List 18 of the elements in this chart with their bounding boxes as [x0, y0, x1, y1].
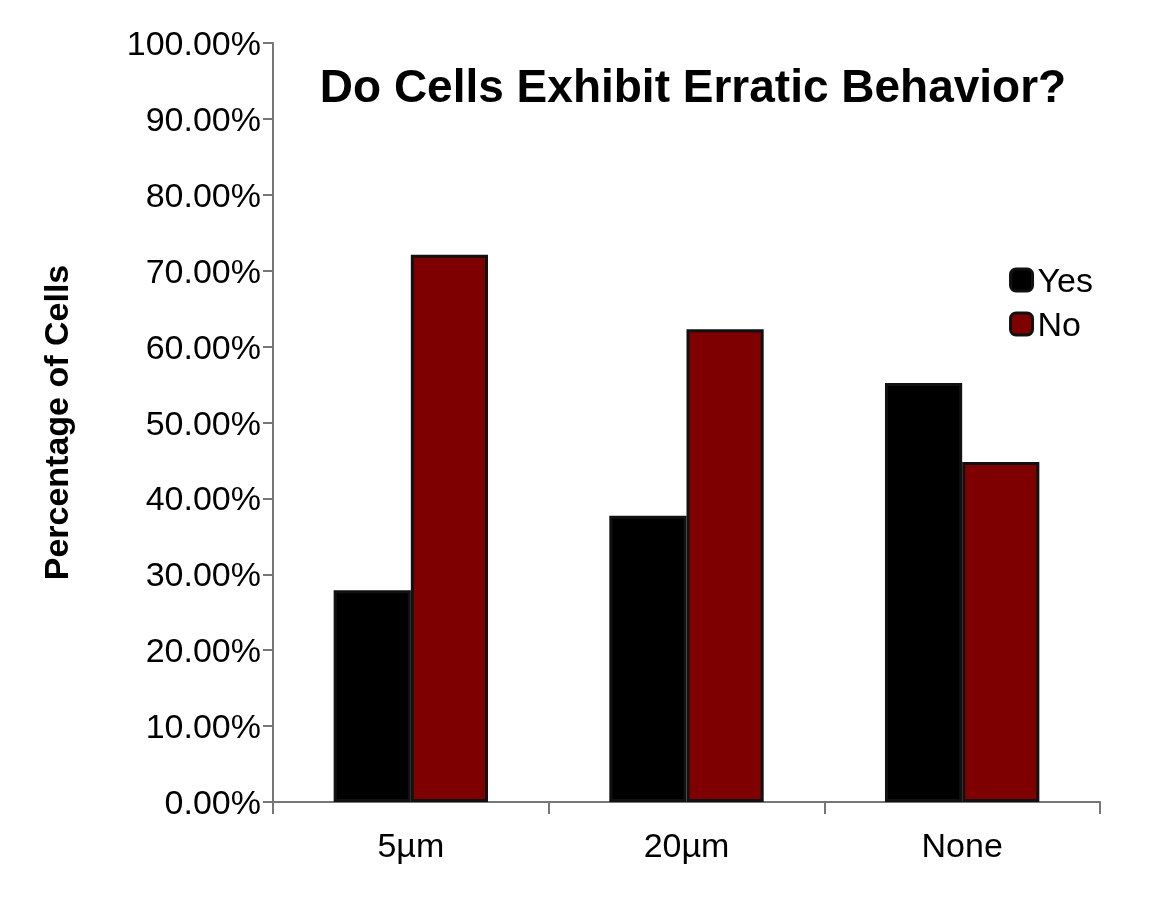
- y-tick-label: 0.00%: [164, 783, 261, 821]
- y-tick-label: 10.00%: [145, 707, 261, 746]
- y-tick-label: 90.00%: [145, 99, 261, 138]
- y-tick-label: 30.00%: [145, 555, 261, 594]
- legend-label: Yes: [1037, 261, 1093, 299]
- y-tick-label: 70.00%: [145, 251, 261, 290]
- y-tick-label: 40.00%: [145, 479, 261, 518]
- x-tick-label: 5µm: [377, 826, 445, 864]
- y-tick-label: 80.00%: [145, 175, 261, 214]
- y-tick-label: 60.00%: [145, 327, 261, 366]
- y-tick-label: 100.00%: [126, 24, 261, 62]
- chart-title: Do Cells Exhibit Erratic Behavior?: [319, 60, 1067, 112]
- y-tick-label: 20.00%: [145, 631, 261, 670]
- y-axis-title: Percentage of Cells: [37, 264, 75, 581]
- y-tick-label: 50.00%: [145, 403, 261, 442]
- legend-label: No: [1037, 305, 1081, 343]
- x-tick-label: 20µm: [643, 826, 730, 864]
- x-tick-label: None: [921, 826, 1003, 864]
